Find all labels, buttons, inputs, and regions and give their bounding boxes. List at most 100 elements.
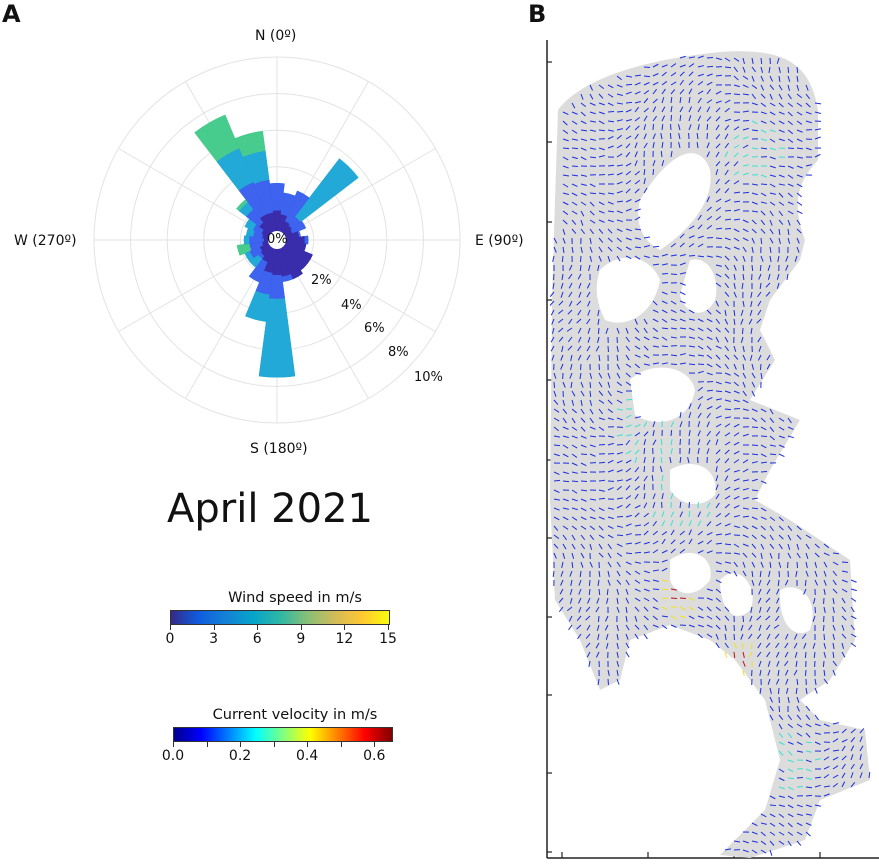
current-vector [580, 435, 587, 439]
current-vector [616, 434, 623, 437]
current-vector [773, 624, 780, 629]
current-vector [769, 111, 776, 116]
current-vector [733, 135, 740, 140]
current-vector [661, 559, 668, 563]
current-vector [823, 579, 827, 586]
current-vector [616, 128, 623, 131]
current-vector [553, 426, 559, 432]
current-vector [643, 512, 650, 518]
current-vector [670, 291, 677, 294]
current-vector [805, 777, 812, 780]
current-vector [598, 219, 605, 223]
current-vector [661, 624, 668, 629]
current-vector [688, 327, 695, 331]
current-vector [553, 507, 560, 511]
current-vector [724, 354, 730, 360]
current-vector [804, 669, 807, 677]
current-vector [598, 255, 602, 262]
current-vector [760, 840, 767, 845]
current-vector [679, 114, 682, 122]
current-vector [724, 523, 731, 527]
current-vector [607, 408, 614, 413]
current-vector [679, 96, 682, 104]
current-vector [769, 174, 776, 178]
current-vector [652, 115, 658, 122]
current-vector [578, 606, 582, 613]
current-vector [706, 132, 709, 140]
current-vector [742, 273, 745, 281]
current-vector [550, 345, 555, 352]
current-vector [742, 399, 749, 404]
current-vector [670, 114, 673, 122]
current-vector [660, 456, 663, 464]
current-vector [607, 120, 615, 123]
current-vector [733, 570, 738, 577]
current-vector [787, 75, 791, 82]
current-vector [823, 642, 827, 649]
current-vector [688, 520, 692, 527]
current-vector [679, 282, 686, 286]
current-vector [607, 487, 614, 491]
current-vector [661, 345, 669, 348]
current-vector [688, 412, 692, 419]
current-vector [805, 84, 809, 91]
current-vector [607, 102, 614, 106]
current-vector [634, 125, 640, 131]
current-vector [625, 434, 632, 437]
current-vector [589, 516, 596, 520]
current-vector [580, 192, 587, 196]
rose-bar-0-3-m-s-dir-180 [272, 239, 282, 276]
current-vector [562, 426, 569, 430]
rose-bar-0-3-m-s-dir-165 [276, 239, 292, 277]
current-vector [796, 741, 803, 746]
current-vector [553, 444, 561, 447]
current-vector [553, 390, 557, 397]
current-vector [553, 516, 560, 521]
current-vector [558, 336, 564, 342]
ring-label-2: 2% [311, 273, 332, 288]
current-vector [688, 510, 691, 518]
current-vector [625, 170, 632, 176]
current-vector [787, 822, 793, 828]
current-vector [706, 430, 712, 437]
current-vector [787, 192, 793, 198]
current-vector [568, 624, 573, 631]
current-vector [733, 255, 738, 262]
current-vector [571, 417, 576, 424]
current-vector [733, 487, 740, 491]
current-vector [679, 262, 686, 266]
current-vector [778, 741, 785, 746]
current-vector [724, 179, 730, 185]
current-vector [616, 181, 623, 185]
current-vector [706, 354, 713, 359]
current-vector [751, 183, 758, 186]
current-vector [769, 138, 776, 143]
current-vector [724, 642, 729, 649]
current-vector [796, 120, 803, 125]
current-vector [580, 525, 587, 530]
current-vector [733, 441, 740, 446]
current-vector [814, 741, 821, 745]
current-vector [607, 192, 615, 195]
current-vector [697, 73, 704, 77]
current-vector [805, 561, 808, 568]
current-vector [812, 642, 816, 649]
current-vector [587, 336, 591, 343]
current-vector [796, 138, 803, 143]
current-vector [814, 153, 821, 158]
current-vector [679, 254, 686, 257]
current-vector [634, 198, 641, 203]
current-vector [805, 93, 811, 100]
current-vector [697, 530, 703, 536]
current-vector [742, 219, 749, 223]
current-vector [724, 381, 731, 384]
current-vector [616, 597, 619, 604]
current-vector [562, 246, 565, 253]
current-vector [616, 102, 623, 105]
current-vector [787, 183, 794, 187]
current-vector [697, 403, 702, 410]
current-vector [643, 354, 650, 359]
current-vector [552, 282, 555, 290]
current-vector [652, 615, 658, 621]
current-vector [549, 300, 555, 306]
